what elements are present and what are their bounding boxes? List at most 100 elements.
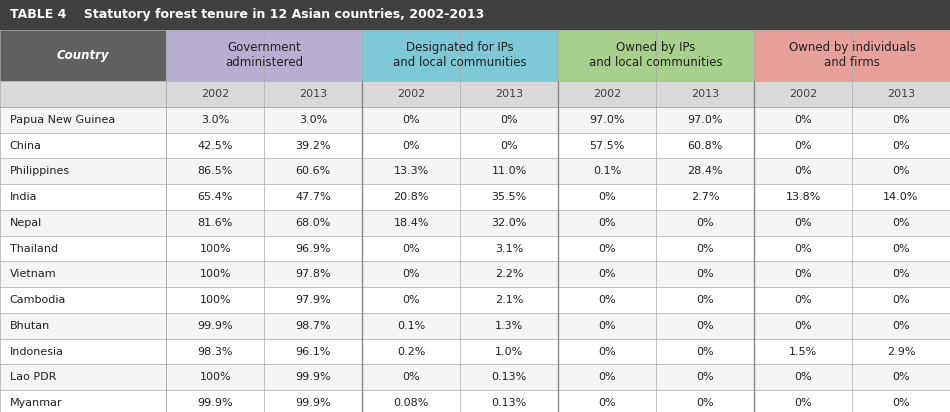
Bar [656, 339, 754, 365]
Bar [656, 365, 754, 390]
Text: Vietnam: Vietnam [10, 269, 56, 279]
Text: 2013: 2013 [299, 89, 327, 99]
Bar [0, 107, 166, 133]
Text: 96.1%: 96.1% [295, 346, 331, 356]
Bar [264, 339, 362, 365]
Bar [852, 313, 950, 339]
Text: Designated for IPs
and local communities: Designated for IPs and local communities [393, 42, 527, 70]
Text: 0%: 0% [598, 192, 616, 202]
Bar [754, 287, 852, 313]
Text: 0%: 0% [696, 321, 713, 331]
Bar [656, 159, 754, 184]
Text: Thailand: Thailand [10, 243, 58, 253]
Text: 0%: 0% [794, 115, 812, 125]
Text: 81.6%: 81.6% [198, 218, 233, 228]
Text: 0%: 0% [794, 321, 812, 331]
Text: Indonesia: Indonesia [10, 346, 64, 356]
Text: 0.13%: 0.13% [491, 398, 526, 408]
Bar [460, 287, 559, 313]
Bar [656, 81, 754, 107]
Text: 0%: 0% [892, 243, 910, 253]
Text: 2002: 2002 [788, 89, 817, 99]
Bar [460, 210, 559, 236]
Text: 0.1%: 0.1% [397, 321, 426, 331]
Bar [559, 184, 656, 210]
Text: 0%: 0% [892, 218, 910, 228]
Bar [166, 313, 264, 339]
Text: TABLE 4    Statutory forest tenure in 12 Asian countries, 2002-2013: TABLE 4 Statutory forest tenure in 12 As… [10, 8, 484, 21]
Bar [0, 81, 166, 107]
Bar [362, 81, 460, 107]
Text: 0%: 0% [598, 218, 616, 228]
Bar [362, 210, 460, 236]
Bar [656, 133, 754, 159]
Text: 39.2%: 39.2% [295, 140, 331, 150]
Text: 0%: 0% [794, 218, 812, 228]
Text: Country: Country [57, 49, 109, 62]
Bar [460, 339, 559, 365]
Text: 3.0%: 3.0% [201, 115, 229, 125]
Bar [264, 365, 362, 390]
Text: 35.5%: 35.5% [491, 192, 526, 202]
Text: 100%: 100% [200, 269, 231, 279]
Text: 0%: 0% [696, 372, 713, 382]
Text: 96.9%: 96.9% [295, 243, 331, 253]
Text: 98.7%: 98.7% [295, 321, 331, 331]
Bar [362, 262, 460, 287]
Bar [852, 262, 950, 287]
Bar [362, 184, 460, 210]
Text: 2013: 2013 [495, 89, 523, 99]
Text: 65.4%: 65.4% [198, 192, 233, 202]
Text: 0%: 0% [892, 269, 910, 279]
Text: 0%: 0% [403, 269, 420, 279]
Text: 0%: 0% [892, 372, 910, 382]
Text: 2013: 2013 [691, 89, 719, 99]
Bar [852, 107, 950, 133]
Text: 0%: 0% [696, 398, 713, 408]
Text: 0%: 0% [794, 398, 812, 408]
Bar [166, 287, 264, 313]
Text: Lao PDR: Lao PDR [10, 372, 56, 382]
Bar [0, 339, 166, 365]
Bar [754, 107, 852, 133]
Text: 100%: 100% [200, 243, 231, 253]
Text: 0%: 0% [892, 166, 910, 176]
Text: 2002: 2002 [593, 89, 621, 99]
Bar [460, 313, 559, 339]
Text: 57.5%: 57.5% [589, 140, 625, 150]
Bar [460, 184, 559, 210]
Text: 2013: 2013 [887, 89, 915, 99]
Bar [362, 107, 460, 133]
Bar [852, 159, 950, 184]
Bar [166, 107, 264, 133]
Text: 68.0%: 68.0% [295, 218, 331, 228]
Bar [166, 236, 264, 262]
Text: 97.0%: 97.0% [589, 115, 625, 125]
Text: 0%: 0% [501, 140, 518, 150]
Text: 0%: 0% [892, 140, 910, 150]
Text: Government
administered: Government administered [225, 42, 303, 70]
Text: 0%: 0% [696, 218, 713, 228]
Text: 0%: 0% [794, 140, 812, 150]
Text: 0.08%: 0.08% [393, 398, 428, 408]
Bar [362, 159, 460, 184]
Text: 99.9%: 99.9% [295, 372, 331, 382]
Bar [0, 313, 166, 339]
Bar [754, 210, 852, 236]
Text: 0%: 0% [403, 243, 420, 253]
Text: 1.3%: 1.3% [495, 321, 523, 331]
Bar [264, 236, 362, 262]
Text: 0%: 0% [696, 243, 713, 253]
Bar [264, 159, 362, 184]
Text: 0%: 0% [598, 243, 616, 253]
Bar [559, 30, 754, 81]
Bar [264, 184, 362, 210]
Bar [656, 287, 754, 313]
Bar [559, 262, 656, 287]
Text: Philippines: Philippines [10, 166, 69, 176]
Bar [559, 81, 656, 107]
Bar [166, 159, 264, 184]
Bar [559, 287, 656, 313]
Bar [166, 390, 264, 412]
Text: 11.0%: 11.0% [491, 166, 526, 176]
